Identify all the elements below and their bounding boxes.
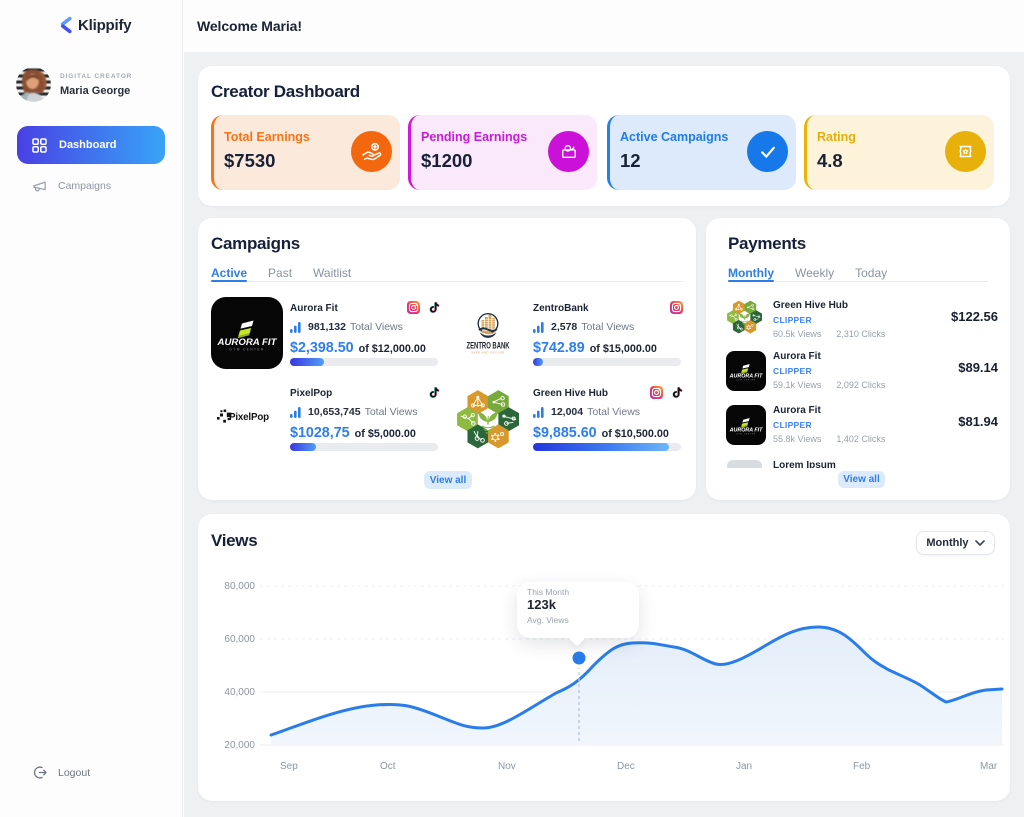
- svg-text:SAFE AND SECURE: SAFE AND SECURE: [471, 351, 504, 355]
- svg-text:Pixel: Pixel: [229, 412, 251, 423]
- svg-text:ZENTRO BANK: ZENTRO BANK: [467, 340, 510, 351]
- svg-text:Pop: Pop: [251, 412, 269, 423]
